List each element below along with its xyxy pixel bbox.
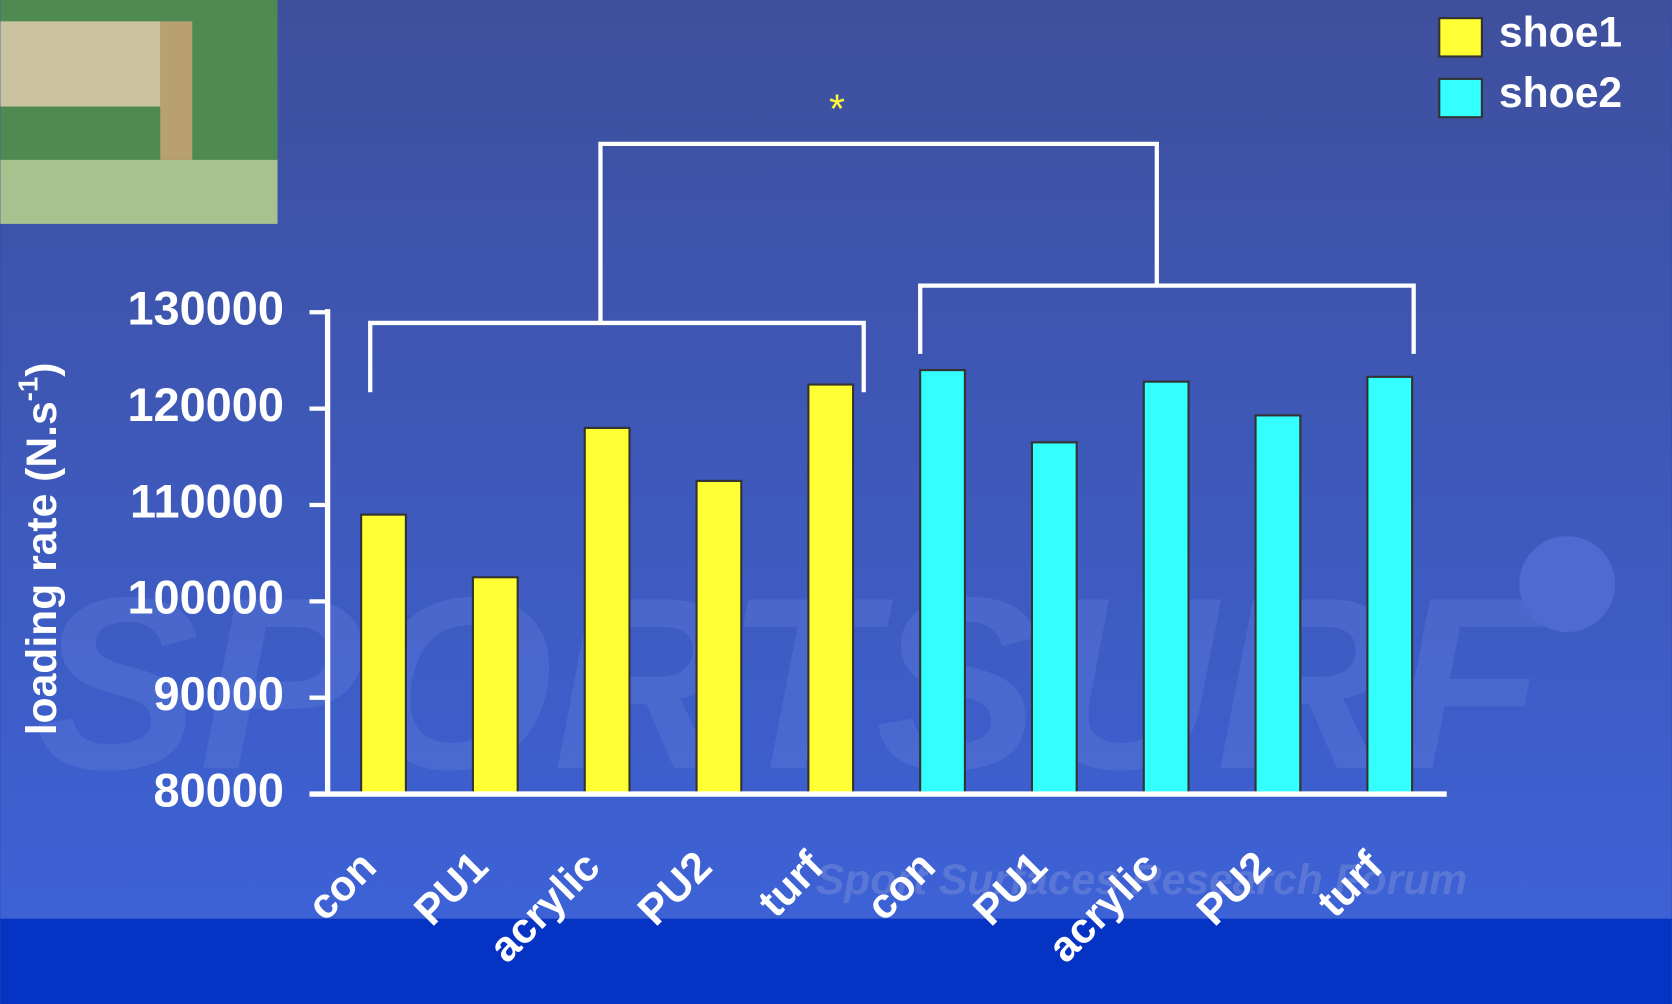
- bar: [807, 383, 855, 796]
- y-tick-label: 90000: [154, 668, 284, 720]
- watermark-sub: Sport Surfaces Research Forum: [816, 856, 1467, 904]
- y-tick-label: 100000: [127, 572, 283, 624]
- y-label-text: loading rate (N.s: [18, 401, 66, 735]
- legend-swatch: [1438, 17, 1483, 58]
- y-tick-label: 120000: [127, 379, 283, 431]
- bar: [919, 369, 966, 796]
- watermark-dot: [1519, 536, 1616, 633]
- legend-label: shoe1: [1499, 8, 1622, 56]
- y-label-end: ): [18, 362, 66, 376]
- y-label-sup: -1: [13, 377, 44, 402]
- significance-brackets: [368, 141, 1416, 393]
- bar: [1254, 414, 1302, 796]
- footer-band: [0, 918, 1672, 1004]
- bar: [1366, 375, 1414, 796]
- photo: [0, 0, 278, 224]
- y-axis-label: loading rate (N.s-1): [13, 362, 67, 735]
- legend-label: shoe2: [1499, 69, 1622, 117]
- bar: [1030, 441, 1078, 796]
- y-tick-label: 130000: [127, 283, 283, 335]
- significance-star: *: [829, 86, 845, 132]
- bar: [360, 513, 407, 796]
- y-tick-label: 110000: [130, 475, 284, 527]
- bar: [583, 426, 631, 796]
- bar: [1142, 380, 1190, 796]
- bar: [695, 479, 743, 796]
- legend-swatch: [1438, 77, 1483, 119]
- bar: [471, 576, 519, 796]
- y-tick-label: 80000: [154, 764, 284, 816]
